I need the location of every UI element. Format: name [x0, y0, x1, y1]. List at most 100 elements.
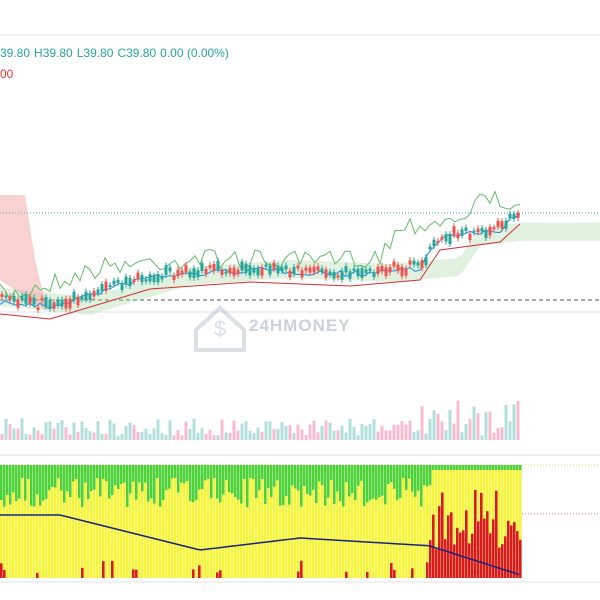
indicator-green — [0, 465, 3, 501]
candle-body — [120, 283, 124, 290]
indicator-yellow — [264, 504, 267, 578]
indicator-yellow — [408, 478, 411, 578]
indicator-yellow — [240, 503, 243, 578]
indicator-yellow — [444, 470, 447, 578]
indicator-yellow — [294, 488, 297, 578]
indicator-green — [48, 465, 51, 491]
indicator-yellow — [213, 478, 216, 578]
candle-body — [4, 295, 8, 298]
indicator-yellow — [315, 503, 318, 578]
candle-body — [260, 267, 264, 276]
candle-body — [428, 246, 432, 249]
indicator-green — [357, 465, 360, 486]
indicator-green — [333, 465, 336, 505]
candle-body — [112, 280, 116, 285]
candle-body — [508, 213, 512, 218]
candle-body — [372, 272, 376, 277]
indicator-yellow — [219, 502, 222, 578]
indicator-green — [411, 465, 414, 492]
indicator-yellow — [288, 504, 291, 578]
indicator-green — [342, 465, 345, 507]
candle-body — [24, 294, 28, 304]
indicator-yellow — [276, 480, 279, 578]
volume-bar — [284, 426, 288, 440]
volume-bar — [112, 423, 116, 440]
candle-body — [276, 265, 280, 274]
indicator-yellow — [333, 504, 336, 578]
indicator-green — [129, 465, 132, 494]
indicator-yellow — [0, 500, 3, 578]
indicator-yellow — [87, 499, 90, 578]
indicator-yellow — [174, 478, 177, 578]
indicator-red — [456, 527, 459, 578]
volume-bar — [296, 424, 300, 440]
candle-body — [244, 263, 248, 273]
indicator-green — [291, 465, 294, 486]
indicator-red — [345, 571, 348, 578]
volume-bar — [224, 432, 228, 440]
volume-bar — [24, 433, 28, 440]
indicator-yellow — [312, 489, 315, 578]
volume-bar — [0, 434, 4, 440]
volume-bar — [120, 433, 124, 440]
indicator-green — [324, 465, 327, 506]
indicator-yellow — [18, 498, 21, 578]
volume-bar — [432, 410, 436, 440]
indicator-yellow — [126, 507, 129, 578]
candle-body — [432, 239, 436, 246]
candle-body — [64, 298, 68, 309]
indicator-yellow — [117, 488, 120, 578]
indicator-green — [417, 465, 420, 491]
volume-bar — [20, 418, 24, 440]
volume-bar — [56, 423, 60, 440]
volume-bar — [280, 422, 284, 440]
indicator-yellow — [360, 480, 363, 578]
volume-bar — [448, 410, 452, 440]
volume-bar — [72, 422, 76, 440]
volume-bar — [208, 429, 212, 440]
candle-body — [168, 267, 172, 272]
candle-body — [304, 267, 308, 271]
candle-body — [32, 297, 36, 305]
indicator-green — [177, 465, 180, 493]
indicator-green — [60, 465, 63, 491]
indicator-yellow — [129, 493, 132, 578]
indicator-yellow — [342, 506, 345, 578]
indicator-green — [492, 465, 495, 470]
indicator-green — [378, 465, 381, 498]
volume-bar — [272, 429, 276, 440]
volume-bar — [16, 428, 20, 440]
indicator-green — [486, 465, 489, 470]
indicator-green — [159, 465, 162, 507]
volume-bar — [500, 427, 504, 440]
candle-body — [472, 230, 476, 233]
indicator-yellow — [348, 496, 351, 578]
indicator-red — [444, 539, 447, 578]
indicator-yellow — [291, 485, 294, 578]
candle-body — [348, 271, 352, 279]
indicator-green — [30, 465, 33, 506]
indicator-green — [201, 465, 204, 490]
indicator-yellow — [504, 470, 507, 578]
indicator-yellow — [12, 492, 15, 578]
volume-bar — [408, 420, 412, 440]
indicator-yellow — [135, 499, 138, 578]
indicator-yellow — [456, 470, 459, 578]
candle-body — [184, 264, 188, 272]
indicator-green — [99, 465, 102, 497]
open-value: 39.80 — [0, 46, 31, 60]
indicator-red — [513, 522, 516, 578]
volume-bar — [160, 433, 164, 440]
indicator-green — [78, 465, 81, 498]
indicator-yellow — [405, 490, 408, 578]
candle-body — [412, 260, 416, 265]
indicator-green — [426, 465, 429, 487]
volume-bar — [264, 421, 268, 440]
candle-body — [252, 267, 256, 273]
indicator-red — [486, 511, 489, 578]
volume-bar — [4, 418, 8, 440]
candle-body — [452, 226, 456, 236]
volume-bar — [32, 427, 36, 440]
volume-bar — [152, 428, 156, 440]
